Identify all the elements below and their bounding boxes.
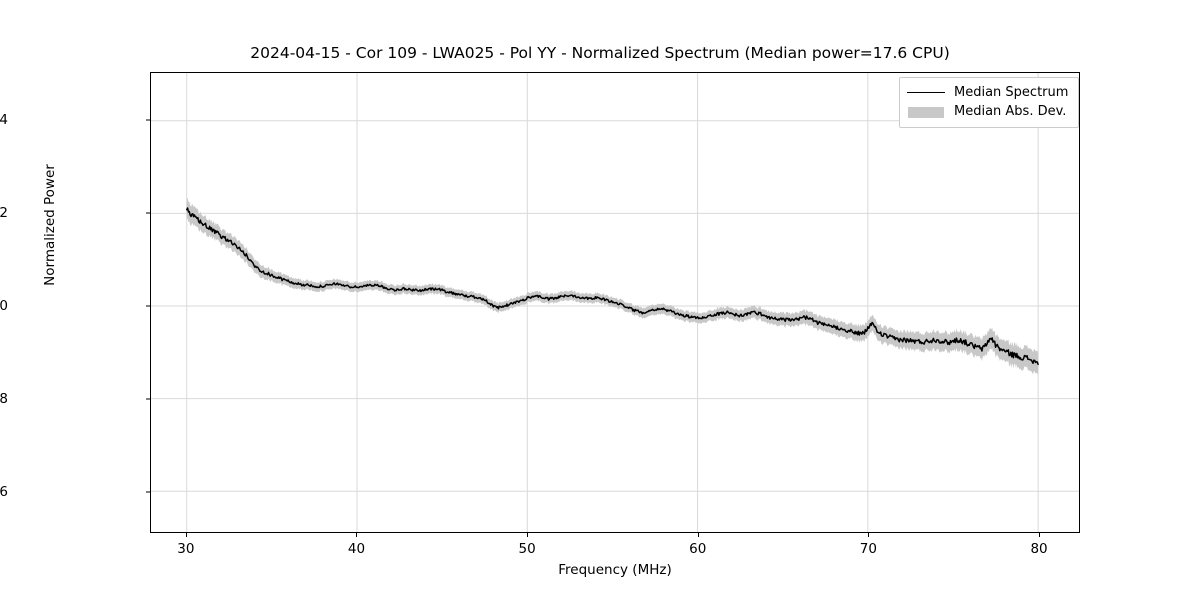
x-axis-label: Frequency (MHz) — [558, 562, 672, 578]
y-tick-mark — [146, 491, 150, 493]
plot-area — [150, 72, 1080, 533]
legend-label: Median Spectrum — [954, 85, 1069, 100]
x-tick-mark — [1039, 533, 1041, 537]
legend: Median Spectrum Median Abs. Dev. — [899, 77, 1079, 128]
x-tick-mark — [356, 533, 358, 537]
x-tick-label: 70 — [859, 541, 877, 557]
legend-item-median-abs-dev: Median Abs. Dev. — [907, 102, 1071, 121]
y-axis-label: Normalized Power — [42, 164, 58, 286]
y-tick-mark — [146, 305, 150, 307]
y-tick-label: 0.8 — [0, 391, 8, 408]
y-tick-label: 1.2 — [0, 204, 8, 221]
median-abs-dev-band — [186, 197, 1039, 376]
patch-swatch-icon — [907, 105, 945, 119]
y-tick-mark — [146, 212, 150, 214]
line-swatch-icon — [907, 86, 945, 100]
x-tick-label: 60 — [689, 541, 707, 557]
x-tick-mark — [868, 533, 870, 537]
y-tick-label: 0.6 — [0, 484, 8, 501]
x-tick-label: 50 — [518, 541, 536, 557]
plot-canvas — [151, 73, 1079, 532]
x-tick-label: 80 — [1030, 541, 1048, 557]
x-tick-mark — [697, 533, 699, 537]
y-tick-mark — [146, 398, 150, 400]
legend-label: Median Abs. Dev. — [954, 104, 1067, 119]
median-spectrum-line — [186, 207, 1039, 366]
page-title: 2024-04-15 - Cor 109 - LWA025 - Pol YY -… — [250, 44, 950, 62]
x-tick-label: 40 — [347, 541, 366, 557]
x-tick-label: 30 — [177, 541, 195, 557]
x-tick-mark — [527, 533, 529, 537]
y-tick-mark — [146, 119, 150, 121]
y-tick-label: 1.4 — [0, 111, 8, 128]
x-tick-mark — [185, 533, 187, 537]
legend-item-median-spectrum: Median Spectrum — [907, 83, 1071, 102]
y-tick-label: 1.0 — [0, 297, 8, 314]
